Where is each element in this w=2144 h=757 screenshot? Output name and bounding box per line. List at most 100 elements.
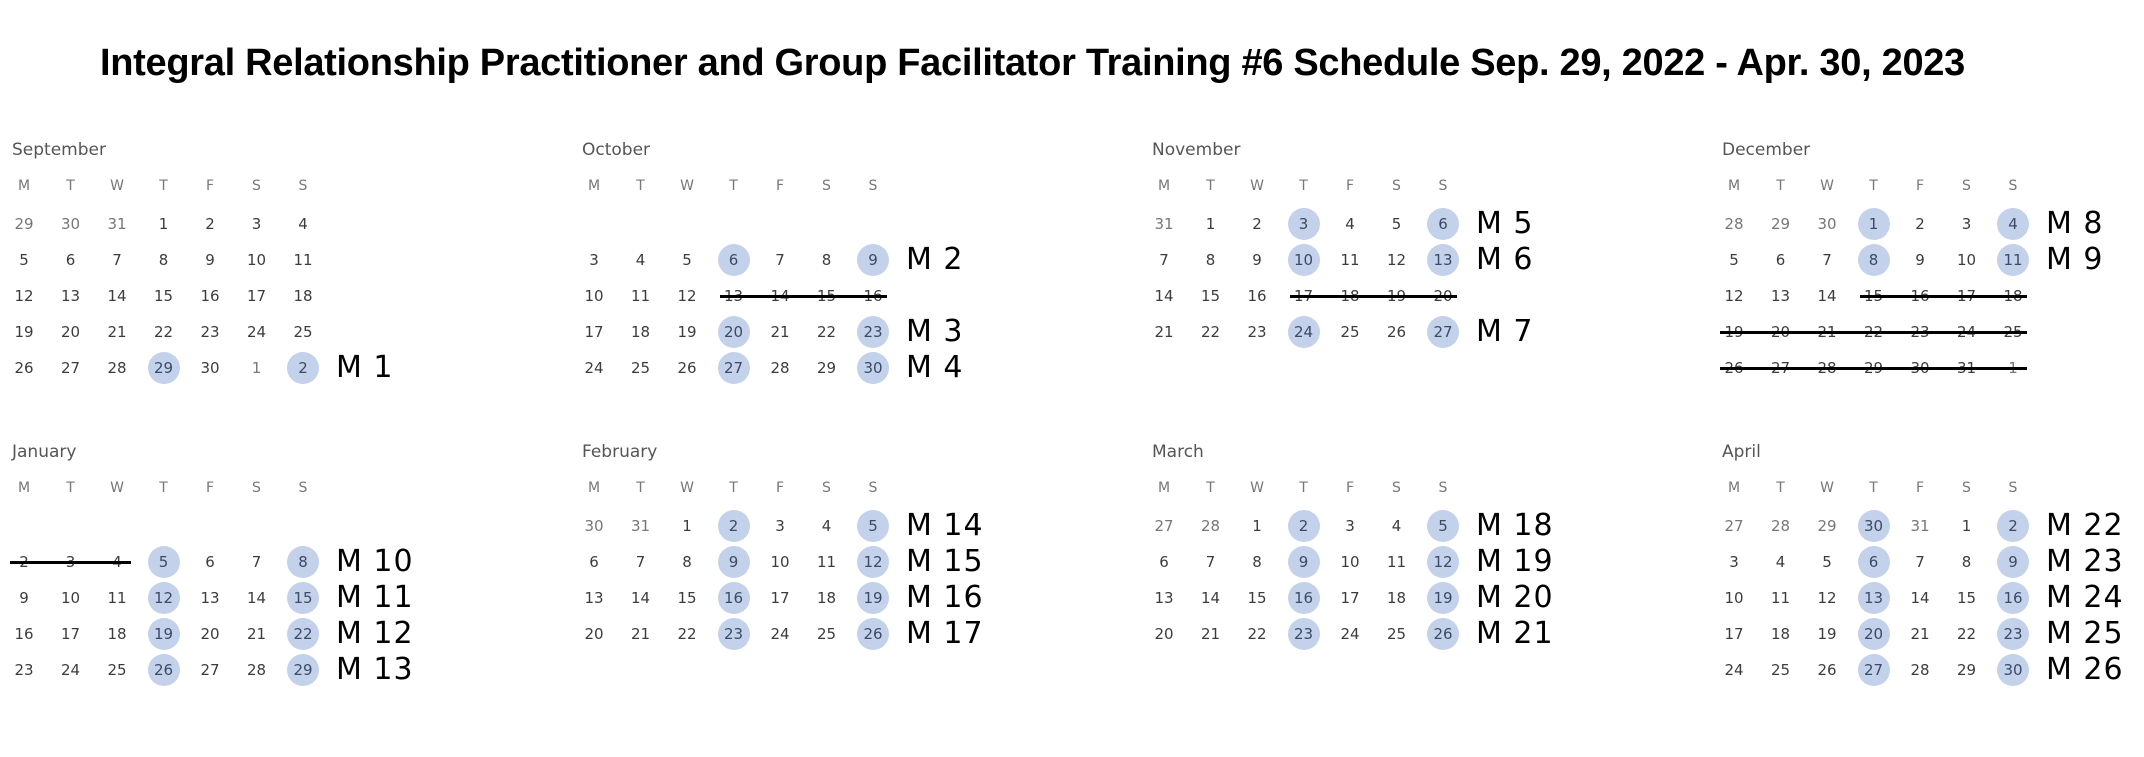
calendar-day: 12 xyxy=(677,287,697,305)
calendar-day: 8 xyxy=(1961,553,1972,571)
calendar-day: 28 xyxy=(246,661,267,679)
module-label: M 22 xyxy=(2046,508,2124,543)
calendar-day: 17 xyxy=(246,287,267,305)
module-label: M 15 xyxy=(906,544,984,579)
weekday-header: F xyxy=(775,480,785,496)
session-day: 20 xyxy=(1857,618,1890,650)
calendar-day: 3 xyxy=(1729,553,1739,571)
calendar-day: 1 xyxy=(1205,215,1216,233)
weekday-header: M xyxy=(1727,480,1741,496)
calendar-day: 21 xyxy=(1200,625,1221,643)
module-label: M 24 xyxy=(2046,580,2124,615)
calendar-day: 6 xyxy=(589,553,599,571)
calendar-day: 26 xyxy=(14,359,34,377)
calendar-day: 8 xyxy=(1252,553,1262,571)
month-name: January xyxy=(12,442,77,462)
weekday-header: W xyxy=(1250,480,1264,496)
session-day: 5 xyxy=(147,546,180,578)
session-day: 10 xyxy=(1287,244,1320,276)
calendar-day: 7 xyxy=(1205,553,1216,571)
calendar-day: 24 xyxy=(770,625,790,643)
calendar-day: 20 xyxy=(200,625,220,643)
calendar-day: 20 xyxy=(60,323,81,341)
calendar-day: 9 xyxy=(205,251,215,269)
session-day: 12 xyxy=(1427,546,1459,578)
calendar-day: 5 xyxy=(1729,251,1739,269)
calendar-day: 22 xyxy=(677,625,697,643)
calendar-day: 3 xyxy=(251,215,262,233)
calendar-day: 6 xyxy=(65,251,76,269)
calendar-day: 1 xyxy=(1252,517,1262,535)
module-label: M 9 xyxy=(2046,242,2104,277)
calendar-day: 5 xyxy=(19,251,29,269)
session-day: 13 xyxy=(1857,582,1890,614)
calendar-day: 16 xyxy=(1247,287,1267,305)
module-label: M 2 xyxy=(906,242,964,277)
calendar-day: 7 xyxy=(112,251,122,269)
calendar-day: 11 xyxy=(1386,553,1407,571)
weekday-header: T xyxy=(1776,178,1785,194)
weekday-header: M xyxy=(587,178,601,194)
calendar-day: 24 xyxy=(1724,661,1744,679)
weekday-header: M xyxy=(17,480,31,496)
calendar-day: 28 xyxy=(1910,661,1930,679)
calendar-day: 4 xyxy=(1391,517,1402,535)
weekday-header: S xyxy=(1438,480,1448,496)
weekday-header: S xyxy=(1438,178,1448,194)
calendar-day: 19 xyxy=(1817,625,1837,643)
weekday-header: M xyxy=(1727,178,1741,194)
weekday-header: T xyxy=(66,178,75,194)
session-day: 5 xyxy=(857,510,889,542)
calendar-day: 31 xyxy=(1910,517,1930,535)
calendar-day: 13 xyxy=(200,589,220,607)
module-label: M 23 xyxy=(2046,544,2124,579)
calendar-day: 24 xyxy=(246,323,267,341)
calendar-day: 11 xyxy=(630,287,651,305)
session-day: 16 xyxy=(717,582,750,614)
module-label: M 25 xyxy=(2046,616,2124,651)
month-name: April xyxy=(1722,442,1761,462)
weekday-header: T xyxy=(729,480,738,496)
calendar-day: 18 xyxy=(1386,589,1407,607)
calendar-day: 14 xyxy=(1154,287,1174,305)
calendar-day: 11 xyxy=(1340,251,1360,269)
calendar-day: 10 xyxy=(246,251,267,269)
weekday-header: M xyxy=(587,480,601,496)
session-day: 27 xyxy=(1427,316,1459,348)
weekday-header: W xyxy=(680,178,694,194)
calendar-day: 26 xyxy=(677,359,697,377)
strikethrough-line xyxy=(1859,295,2027,298)
session-day: 26 xyxy=(1427,618,1459,650)
calendar-day: 24 xyxy=(60,661,81,679)
calendar-day: 14 xyxy=(1817,287,1837,305)
session-day: 23 xyxy=(857,316,889,348)
weekday-header: W xyxy=(1250,178,1264,194)
calendar-day: 19 xyxy=(677,323,697,341)
calendar-day: 12 xyxy=(14,287,34,305)
calendar-day: 14 xyxy=(1200,589,1221,607)
session-day: 20 xyxy=(717,316,750,348)
calendar-day: 19 xyxy=(14,323,34,341)
calendar-day: 5 xyxy=(1391,215,1402,233)
weekday-header: S xyxy=(1392,178,1401,194)
session-day: 30 xyxy=(1857,510,1890,542)
session-day: 23 xyxy=(1287,618,1320,650)
weekday-header: S xyxy=(822,178,831,194)
month-name: February xyxy=(582,442,658,462)
session-day: 13 xyxy=(1427,244,1459,276)
module-label: M 21 xyxy=(1476,616,1554,651)
session-day: 8 xyxy=(1857,244,1890,276)
calendar-day: 27 xyxy=(200,661,220,679)
session-day: 26 xyxy=(857,618,889,650)
calendar-day: 15 xyxy=(1200,287,1221,305)
weekday-header: S xyxy=(252,178,261,194)
calendar-day: 11 xyxy=(816,553,837,571)
weekday-header: W xyxy=(1820,480,1834,496)
weekday-header: S xyxy=(822,480,831,496)
calendar-day: 15 xyxy=(153,287,174,305)
session-day: 6 xyxy=(1427,208,1459,240)
session-day: 3 xyxy=(1287,208,1320,240)
calendar-day: 11 xyxy=(293,251,313,269)
weekday-header: S xyxy=(252,480,261,496)
calendar-day: 23 xyxy=(14,661,34,679)
